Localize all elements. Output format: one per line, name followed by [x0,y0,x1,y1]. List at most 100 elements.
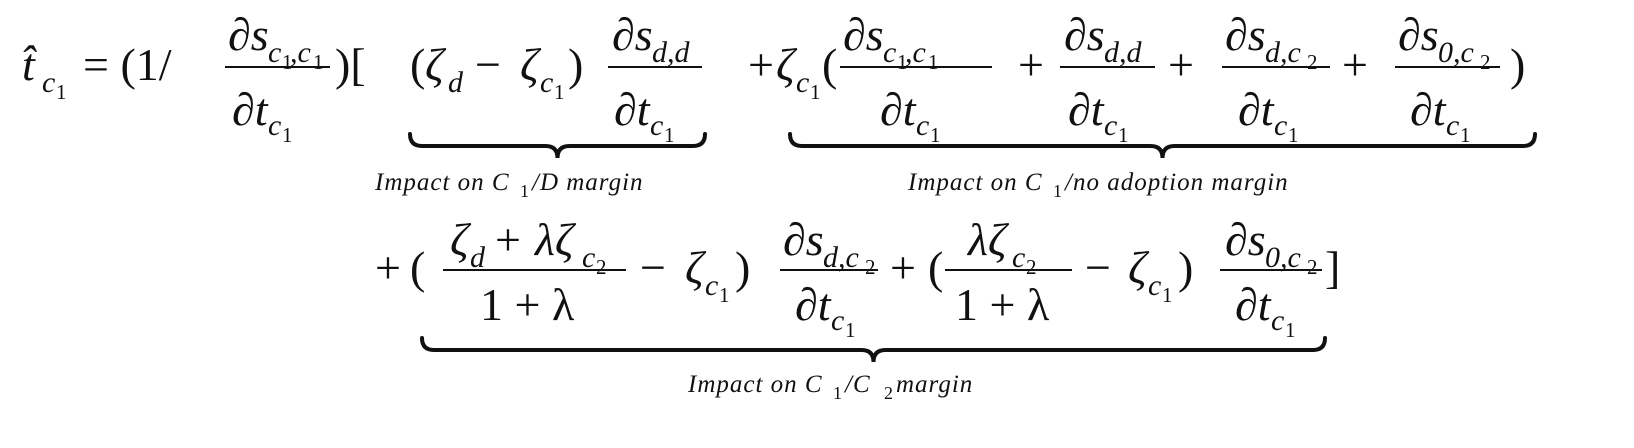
math-fragment: 0,c [1438,36,1474,69]
math-fragment: 1 + λ [955,279,1050,330]
math-fragment: c [1012,241,1025,274]
math-fragment: 1 [1285,318,1296,342]
math-fragment: + [1018,39,1044,90]
underbrace [408,132,707,159]
math-fragment: c [540,66,553,99]
math-fragment: d,c [823,241,859,274]
math-fragment: c [1274,109,1287,142]
math-fragment: ∂s [783,214,824,265]
math-fragment: c [1446,109,1459,142]
math-fragment: 1 [1288,123,1299,147]
math-fragment: c [650,109,663,142]
math-fragment: d,c [1265,36,1301,69]
math-fragment: ζ [520,39,542,90]
math-fragment: 1 [897,50,908,74]
math-fragment: + [1342,39,1368,90]
math-fragment: ∂s [1225,214,1266,265]
math-fragment: 2 [1307,255,1318,279]
math-fragment: + [1168,39,1194,90]
brace-label: Impact on C [374,169,510,196]
math-fragment: ∂t [614,84,651,135]
math-fragment: ∂t [1068,84,1105,135]
math-fragment: c [582,241,595,274]
math-fragment: + [495,214,521,265]
math-fragment: ∂s [843,9,884,60]
math-fragment: 2 [865,255,876,279]
math-fragment: λζ [533,214,577,265]
math-fragment: 1 [845,318,856,342]
math-fragment: ∂s [1064,9,1105,60]
math-fragment: + [375,242,401,293]
brace-label: /D margin [530,169,644,196]
math: t̂ c 1= (1/∂s c 1,c 1∂t c 1)[(ζ d − ζ c 1)∂s d,d∂t c 1+… [22,9,1525,403]
math-fragment: ) [1510,39,1525,90]
math-fragment: ) [1178,242,1193,293]
math-fragment: d,d [652,36,691,69]
math-fragment: ( [928,242,943,293]
math-fragment: 1 [313,50,324,74]
math-fragment: ζ [450,214,472,265]
math-fragment: ∂t [1238,84,1275,135]
math-fragment: c [268,109,281,142]
math-fragment: d,d [1104,36,1143,69]
math-fragment: 1 [282,123,293,147]
math-fragment: ∂s [1225,9,1266,60]
math-fragment: 1 [56,80,67,104]
math-fragment: c [883,36,896,69]
brace-label: Impact on C [687,371,823,398]
braces [408,132,1537,363]
math-fragment: 1 [719,283,730,307]
math-fragment: ∂t [880,84,917,135]
math-fragment: ζ [425,39,447,90]
math-fragment: ∂s [1398,9,1439,60]
math-fragment: − [1085,242,1111,293]
brace-label: margin [896,371,973,398]
underbrace [420,336,1327,363]
math-fragment: 1 [1162,283,1173,307]
underbrace [788,132,1537,159]
brace-label: 1 [1053,181,1062,201]
math-fragment: 1 [1118,123,1129,147]
math-fragment: ) [735,242,750,293]
math-fragment: ) [568,39,583,90]
math-fragment: ∂t [1235,279,1272,330]
brace-label: /C [843,371,871,398]
math-fragment: ∂t [232,84,269,135]
math-fragment: ∂s [228,9,269,60]
math-fragment: 1 [282,50,293,74]
math-fragment: 2 [1307,50,1318,74]
math-fragment: c [1148,269,1161,302]
brace-label: 1 [520,181,529,201]
brace-label: 2 [884,383,893,403]
math-fragment: ] [1325,242,1340,293]
math-fragment: 2 [1026,255,1037,279]
math-fragment: 1 [664,123,675,147]
math-fragment: + [748,39,774,90]
math-fragment: 1 + λ [480,279,575,330]
math-fragment: ( [410,242,425,293]
fraction-bars [225,66,1500,271]
math-fragment: )[ [335,39,366,90]
math-fragment: c [42,66,55,99]
math-fragment: 1 [1460,123,1471,147]
math-fragment: − [475,39,501,90]
math-fragment: + [890,242,916,293]
math-fragment: ζ [685,242,707,293]
math-fragment: 2 [596,255,607,279]
math-fragment: c [916,109,929,142]
math-fragment: c [831,304,844,337]
math-fragment: ∂s [612,9,653,60]
brace-label: 1 [833,383,842,403]
math-fragment: ζ [1128,242,1150,293]
math-fragment: ∂t [795,279,832,330]
math-fragment: 1 [930,123,941,147]
math-fragment: 0,c [1265,241,1301,274]
math-fragment: ( [822,39,837,90]
math-fragment: ,c [905,36,926,69]
math-fragment: 1 [554,80,565,104]
math-fragment: ∂t [1410,84,1447,135]
math-fragment: 1 [810,80,821,104]
math-fragment: 1 [928,50,939,74]
math-fragment: = (1/ [83,39,172,90]
